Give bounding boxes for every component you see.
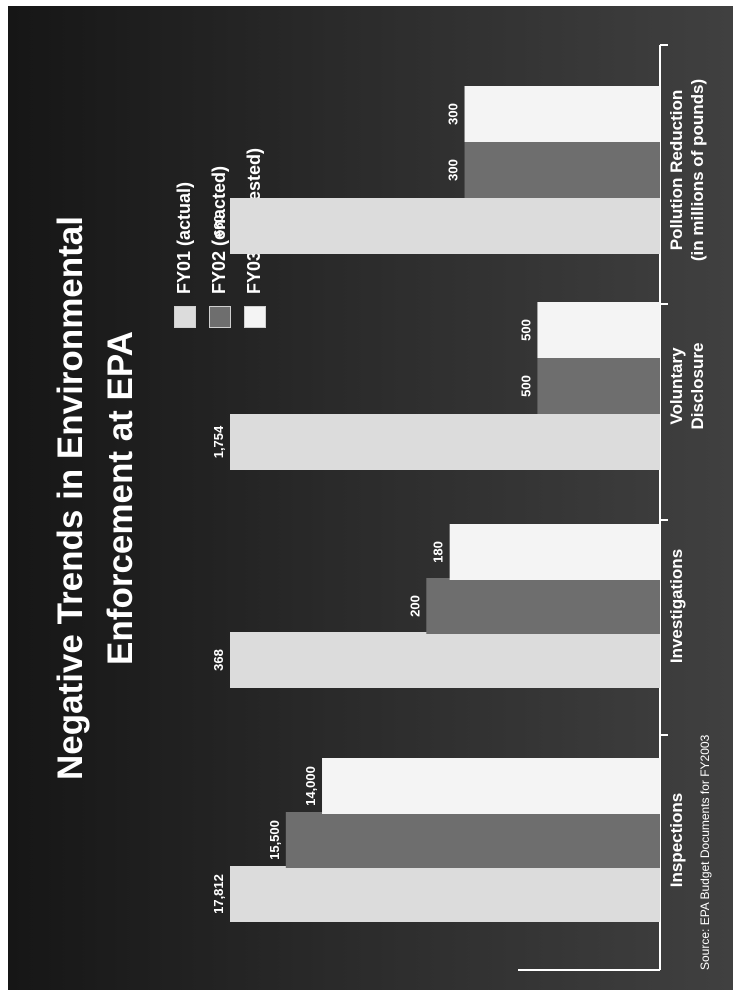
data-label: 500 xyxy=(518,375,533,397)
category-label: Pollution Reduction xyxy=(667,90,686,251)
bar xyxy=(426,578,660,634)
data-label: 17,812 xyxy=(211,874,226,914)
data-label: 180 xyxy=(431,541,446,563)
category-label: Investigations xyxy=(667,549,686,663)
bar xyxy=(449,524,660,580)
data-label: 15,500 xyxy=(267,820,282,860)
slide: Negative Trends in Environmental Enforce… xyxy=(8,6,733,990)
data-label: 300 xyxy=(446,103,461,125)
category-label: Disclosure xyxy=(688,343,707,430)
bar xyxy=(230,414,660,470)
bar xyxy=(322,758,660,814)
data-label: 1,754 xyxy=(211,425,226,458)
bar-chart: 17,812 15,500 14,000 Inspections 368 200 180 In… xyxy=(211,44,707,971)
bar xyxy=(230,632,660,688)
bar xyxy=(285,812,660,868)
bar xyxy=(464,142,660,198)
bar xyxy=(230,866,660,922)
category-label: Voluntary xyxy=(667,347,686,425)
bar xyxy=(537,358,660,414)
bar xyxy=(230,198,660,254)
category-label: Inspections xyxy=(667,793,686,887)
bar xyxy=(537,302,660,358)
data-label: 14,000 xyxy=(303,766,318,806)
data-label: 660 xyxy=(211,215,226,237)
source-note: Source: EPA Budget Documents for FY2003 xyxy=(698,734,712,970)
data-label: 368 xyxy=(211,649,226,671)
bar xyxy=(464,86,660,142)
chart-canvas: Negative Trends in Environmental Enforce… xyxy=(8,6,733,990)
category-label: (in millions of pounds) xyxy=(688,79,707,261)
data-label: 300 xyxy=(446,159,461,181)
data-label: 200 xyxy=(407,595,422,617)
data-label: 500 xyxy=(518,319,533,341)
